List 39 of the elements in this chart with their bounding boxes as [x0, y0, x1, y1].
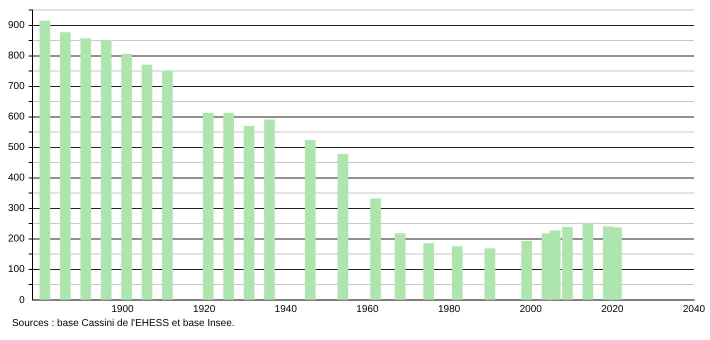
bar — [80, 38, 92, 300]
bar — [142, 64, 152, 300]
y-tick-label: 500 — [8, 142, 26, 154]
y-tick-label: 100 — [8, 264, 26, 276]
y-tick-label: 200 — [8, 234, 26, 245]
x-tick-label: 2000 — [520, 304, 542, 315]
bar — [121, 54, 132, 300]
bar — [338, 154, 348, 300]
bar — [370, 198, 381, 300]
bar — [264, 120, 275, 300]
y-tick-label: 800 — [8, 50, 26, 62]
x-tick-label: 1940 — [274, 304, 298, 315]
bar — [244, 126, 254, 300]
y-tick-label: 400 — [8, 172, 26, 184]
bar — [452, 246, 463, 300]
x-tick-label: 1900 — [111, 304, 134, 315]
y-tick-label: 0 — [19, 294, 26, 306]
x-tick-label: 1920 — [193, 304, 216, 315]
bar — [582, 224, 594, 300]
bar — [394, 233, 406, 300]
y-tick-label: 300 — [8, 203, 26, 214]
bar — [202, 112, 214, 300]
bar — [521, 241, 532, 300]
bar — [484, 248, 496, 300]
bar — [223, 112, 234, 300]
bar — [40, 20, 50, 300]
y-tick-label: 900 — [8, 20, 26, 32]
bar — [423, 243, 434, 300]
x-tick-label: 1960 — [356, 304, 379, 315]
y-tick-label: 700 — [8, 81, 26, 92]
source-note: Sources : base Cassini de l'EHESS et base Insee. — [12, 318, 236, 329]
bar — [60, 32, 71, 300]
x-tick-label: 2020 — [601, 304, 624, 315]
bar — [100, 40, 112, 300]
x-tick-label: 1980 — [438, 304, 461, 315]
y-tick-label: 600 — [8, 112, 26, 123]
bar — [162, 70, 173, 300]
x-tick-label: 2040 — [682, 304, 706, 315]
bar — [304, 140, 316, 300]
